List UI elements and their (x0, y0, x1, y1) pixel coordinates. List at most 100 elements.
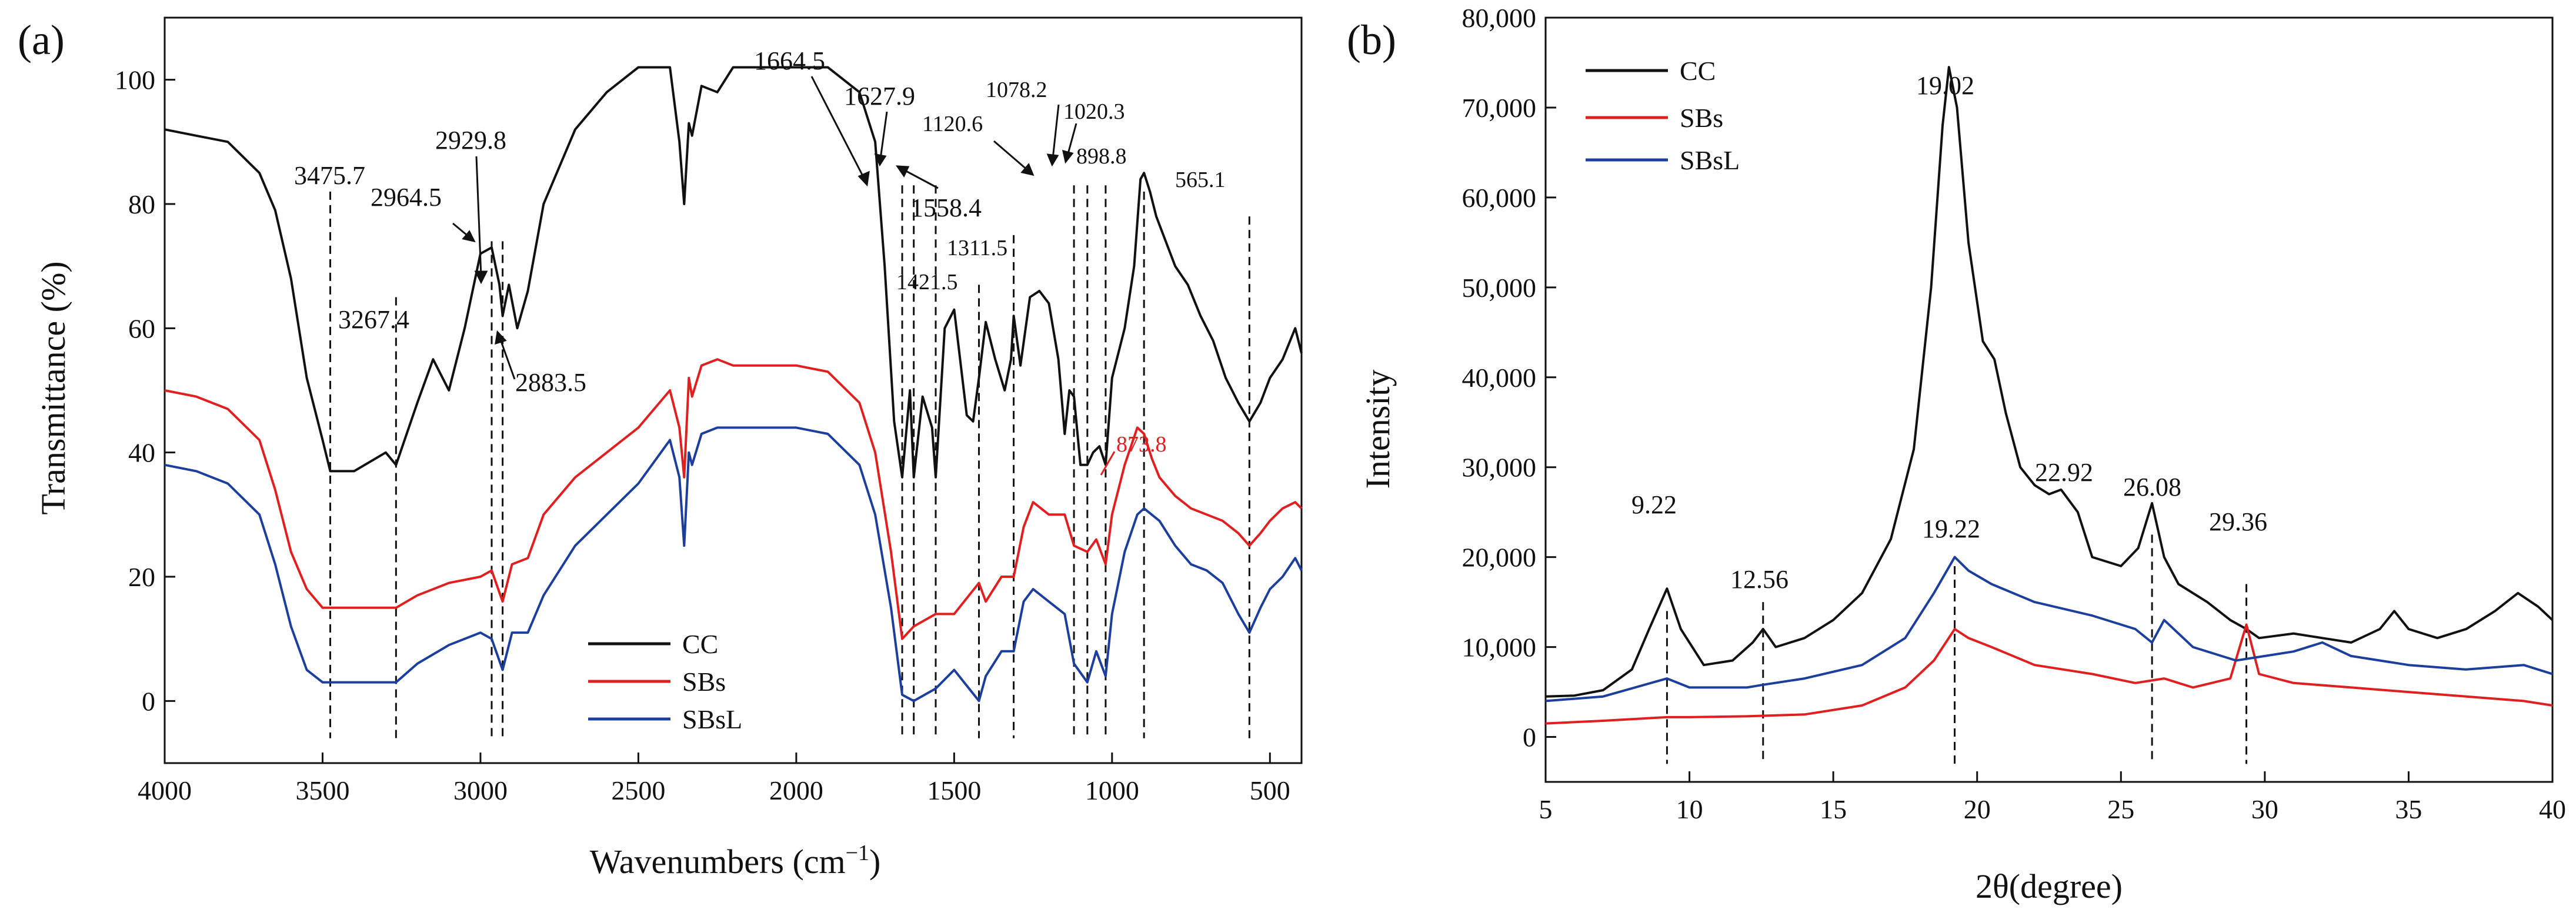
x-tick-label: 10 (1676, 794, 1703, 824)
x-tick-label: 5 (1539, 794, 1553, 824)
x-tick-label: 2000 (769, 775, 823, 805)
arrow-1627-9 (879, 111, 888, 159)
arrowhead-1627-9 (874, 153, 887, 167)
annotation-1627-9: 1627.9 (844, 82, 915, 111)
arrow-873-8 (1100, 451, 1116, 476)
x-tick-label: 2500 (611, 775, 665, 805)
annotation-9-22: 9.22 (1631, 490, 1677, 519)
legend-b-sbs-label: SBs (1680, 103, 1723, 133)
x-tick-label: 40 (2539, 794, 2566, 824)
annotation-1120-6: 1120.6 (922, 112, 983, 136)
panel-b-y-axis-title: Intensity (1359, 370, 1397, 489)
x-tick-label: 30 (2251, 794, 2278, 824)
arrowhead-1120-6 (1020, 163, 1035, 176)
panel-b-peak-lines (1666, 534, 2248, 764)
arrow-1078-2 (1052, 104, 1060, 159)
x-tick-label: 3000 (453, 775, 508, 805)
legend-b-cc-label: CC (1680, 56, 1716, 86)
series-line-cc (164, 66, 1303, 479)
y-tick-label: 70,000 (1462, 93, 1537, 123)
panel-b-plot-frame (1544, 16, 2554, 783)
arrowhead-1078-2 (1046, 153, 1059, 167)
legend-a-sbsl-label: SBsL (682, 704, 742, 734)
arrowhead-1020-3 (1062, 149, 1074, 164)
legend-b-sbsl-label: SBsL (1680, 145, 1740, 175)
arrow-1020-3 (1066, 123, 1077, 156)
annotation-898-8: 898.8 (1076, 144, 1127, 169)
panel-b-x-ticks: 5 10 15 20 25 30 35 40 (1539, 771, 2566, 824)
annotation-2964-5: 2964.5 (371, 183, 442, 212)
annotation-19-02: 19.02 (1916, 71, 1974, 100)
y-tick-label: 20 (128, 562, 155, 592)
series-line-sbs (164, 358, 1303, 640)
annotation-3475-7: 3475.7 (294, 161, 365, 190)
y-tick-label: 80,000 (1462, 3, 1537, 33)
annotation-3267-4: 3267.4 (338, 305, 409, 334)
panel-a-series (164, 66, 1303, 703)
annotation-1421-5: 1421.5 (896, 270, 958, 295)
x-tick-label: 35 (2395, 794, 2422, 824)
arrow-2929-8 (475, 156, 482, 277)
panel-b-y-ticks: 0 10,000 20,000 30,000 40,000 50,000 60,000 70,… (1462, 3, 1556, 753)
y-tick-label: 30,000 (1462, 453, 1537, 483)
panel-a-y-ticks: 0 20 40 60 80 100 (115, 65, 175, 716)
arrow-1120-6 (993, 140, 1029, 172)
y-tick-label: 80 (128, 189, 155, 219)
y-tick-label: 40,000 (1462, 363, 1537, 393)
panel-a-x-ticks: 4000 3500 3000 2500 2000 1500 1000 500 (138, 753, 1290, 805)
annotation-1664-5: 1664.5 (754, 46, 825, 75)
x-tick-label: 3500 (295, 775, 349, 805)
x-tick-label: 500 (1250, 775, 1290, 805)
y-tick-label: 100 (115, 65, 155, 95)
y-tick-label: 20,000 (1462, 543, 1537, 573)
legend-a-cc-label: CC (682, 629, 718, 659)
arrowhead-2964-5 (462, 230, 476, 243)
y-tick-label: 50,000 (1462, 273, 1537, 303)
y-tick-label: 10,000 (1462, 633, 1537, 663)
x-tick-label: 1000 (1085, 775, 1139, 805)
annotation-22-92: 22.92 (2035, 458, 2093, 487)
arrowhead-2883-5 (495, 330, 507, 345)
x-tick-label: 1500 (927, 775, 981, 805)
panel-a-peak-lines (329, 185, 1250, 738)
series-line-sbsl (1545, 556, 2553, 703)
arrowhead-1664-5 (857, 170, 870, 187)
arrowhead-2929-8 (474, 270, 488, 285)
annotation-1311-5: 1311.5 (947, 236, 1007, 260)
panel-a-label: (a) (18, 16, 65, 63)
x-tick-label: 20 (1964, 794, 1991, 824)
panel-a-ftir-chart: (a) 0 20 40 60 80 100 4000 3500 3000 2500 2000 150… (18, 16, 1303, 881)
annotation-873-8: 873.8 (1116, 432, 1167, 457)
series-line-sbsl (164, 426, 1303, 703)
panel-b-xrd-chart: (b) 0 10,000 20,000 30,000 40,000 50,000 60,00… (1347, 3, 2566, 905)
annotation-19-22: 19.22 (1922, 514, 1980, 543)
annotation-1078-2: 1078.2 (986, 78, 1047, 102)
panel-b-series (1545, 66, 2554, 725)
y-tick-label: 0 (1523, 723, 1536, 753)
legend-a-sbs-label: SBs (682, 667, 726, 697)
x-tick-label: 15 (1820, 794, 1847, 824)
y-tick-label: 60,000 (1462, 183, 1537, 213)
arrow-1558-4 (902, 168, 939, 189)
series-line-sbs (1545, 623, 2553, 725)
panel-a-y-axis-title: Transmittance (%) (34, 261, 72, 514)
panel-b-label: (b) (1347, 16, 1396, 63)
y-tick-label: 60 (128, 313, 155, 343)
x-tick-label: 4000 (138, 775, 192, 805)
panel-a-legend: CC SBs SBsL (588, 629, 742, 734)
series-line-cc (1545, 66, 2554, 698)
annotation-1020-3: 1020.3 (1063, 99, 1125, 124)
x-tick-label: 25 (2107, 794, 2134, 824)
annotation-565-1: 565.1 (1175, 168, 1226, 192)
panel-a-x-axis-title: Wavenumbers (cm−1) (590, 841, 881, 881)
annotation-26-08: 26.08 (2123, 473, 2181, 501)
arrow-1664-5 (810, 76, 866, 180)
panel-a-annotation-arrows (452, 76, 1077, 380)
annotation-2883-5: 2883.5 (515, 368, 586, 397)
annotation-12-56: 12.56 (1730, 565, 1788, 594)
y-tick-label: 0 (142, 686, 155, 716)
annotation-29-36: 29.36 (2209, 507, 2267, 536)
arrowhead-1558-4 (896, 165, 910, 178)
arrow-2883-5 (499, 337, 516, 380)
